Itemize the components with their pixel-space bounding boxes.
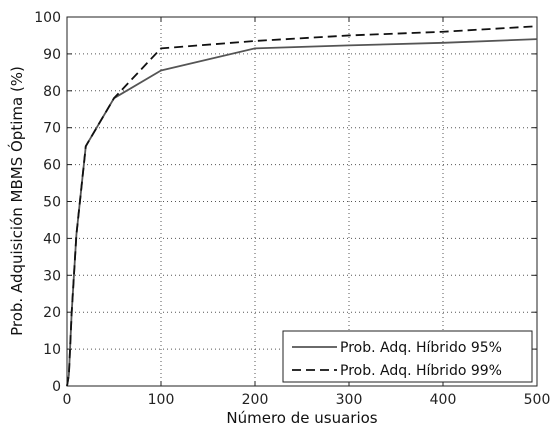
legend-label-99: Prob. Adq. Híbrido 99%: [340, 363, 502, 379]
x-tick-label: 0: [63, 392, 72, 408]
y-tick-label: 100: [34, 10, 61, 26]
x-tick-label: 400: [430, 392, 457, 408]
y-tick-label: 50: [43, 195, 61, 211]
plot-background: [67, 17, 537, 386]
x-axis-label: Número de usuarios: [226, 409, 377, 427]
series-group: [66, 25, 538, 387]
grid: [67, 17, 537, 386]
y-tick-label: 60: [43, 158, 61, 174]
y-tick-label: 80: [43, 84, 61, 100]
y-tick-label: 90: [43, 47, 61, 63]
x-tick-label: 100: [148, 392, 175, 408]
y-tick-label: 20: [43, 305, 61, 321]
legend-box: [282, 330, 533, 383]
x-tick-label: 200: [242, 392, 269, 408]
y-tick-label: 40: [43, 231, 61, 247]
y-axis-label: Prob. Adquisición MBMS Óptima (%): [7, 66, 26, 336]
x-tick-label: 500: [524, 392, 551, 408]
axis-ticks: 0 100 200 300 400 500 0 10 20 30 40 50 60 70 80 90 100: [34, 10, 550, 408]
y-tick-label: 10: [43, 342, 61, 358]
legend: Prob. Adq. Híbrido 95% Prob. Adq. Híbrid…: [282, 330, 533, 383]
legend-label-95: Prob. Adq. Híbrido 95%: [340, 340, 502, 356]
y-tick-label: 30: [43, 268, 61, 284]
y-tick-label: 0: [52, 379, 61, 395]
y-tick-label: 70: [43, 121, 61, 137]
series-line-99: [66, 25, 538, 387]
x-tick-label: 300: [336, 392, 363, 408]
